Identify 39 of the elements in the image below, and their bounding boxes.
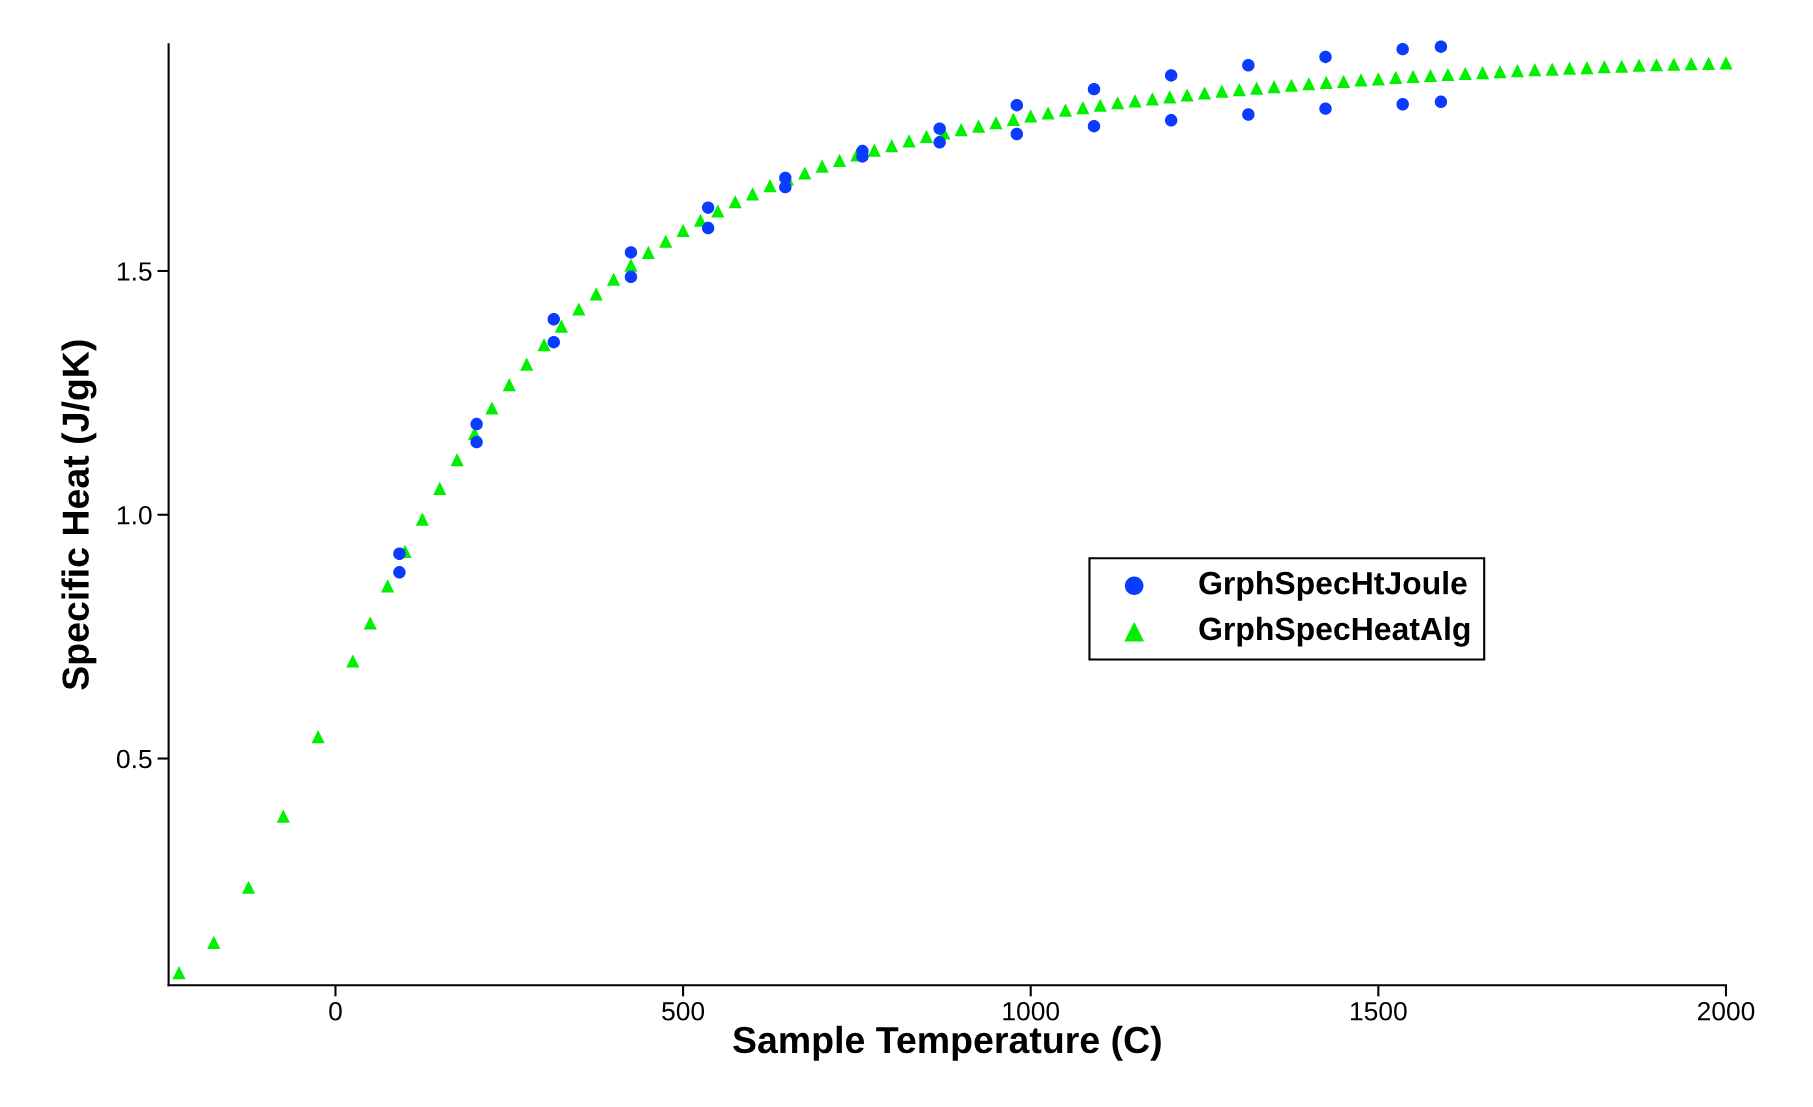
- point: [624, 246, 638, 259]
- x-tick-label: 1500: [1351, 1001, 1407, 1021]
- point: [1010, 99, 1024, 112]
- point: [1396, 98, 1409, 111]
- point: [1319, 102, 1332, 115]
- point: [470, 417, 483, 431]
- point: [1434, 95, 1448, 109]
- point: [1010, 127, 1024, 141]
- point: [1434, 40, 1448, 53]
- point: [1242, 108, 1255, 121]
- x-tick-label: 2000: [1697, 1001, 1755, 1021]
- point: [701, 201, 715, 214]
- point: [393, 547, 406, 560]
- y-tick-label: 1.0: [117, 505, 152, 525]
- point: [624, 270, 638, 284]
- point: [547, 335, 560, 349]
- x-axis-title: Sample Temperature (C): [733, 1025, 1161, 1061]
- x-tick-label: 1000: [1003, 1001, 1060, 1021]
- point: [1087, 82, 1101, 96]
- point: [470, 435, 483, 449]
- point: [1087, 119, 1101, 133]
- y-tick-label: 0.5: [116, 749, 152, 769]
- point: [933, 122, 946, 135]
- point: [393, 566, 406, 579]
- point: [1242, 59, 1255, 72]
- legend-label: GrphSpecHtJoule: [1199, 571, 1467, 601]
- legend-label: GrphSpecHeatAlg: [1199, 616, 1470, 647]
- point: [779, 180, 792, 194]
- point: [933, 136, 946, 149]
- y-axis-title: Specific Heat (J/gK): [61, 340, 97, 690]
- x-tick-label: 0: [329, 1001, 342, 1021]
- point: [701, 221, 715, 235]
- point: [1164, 114, 1178, 127]
- x-tick-label: 500: [662, 1001, 705, 1021]
- point: [547, 313, 560, 326]
- point: [1319, 50, 1332, 64]
- y-tick-label: 1.5: [117, 262, 152, 281]
- point: [1164, 69, 1178, 82]
- point: [1396, 42, 1409, 56]
